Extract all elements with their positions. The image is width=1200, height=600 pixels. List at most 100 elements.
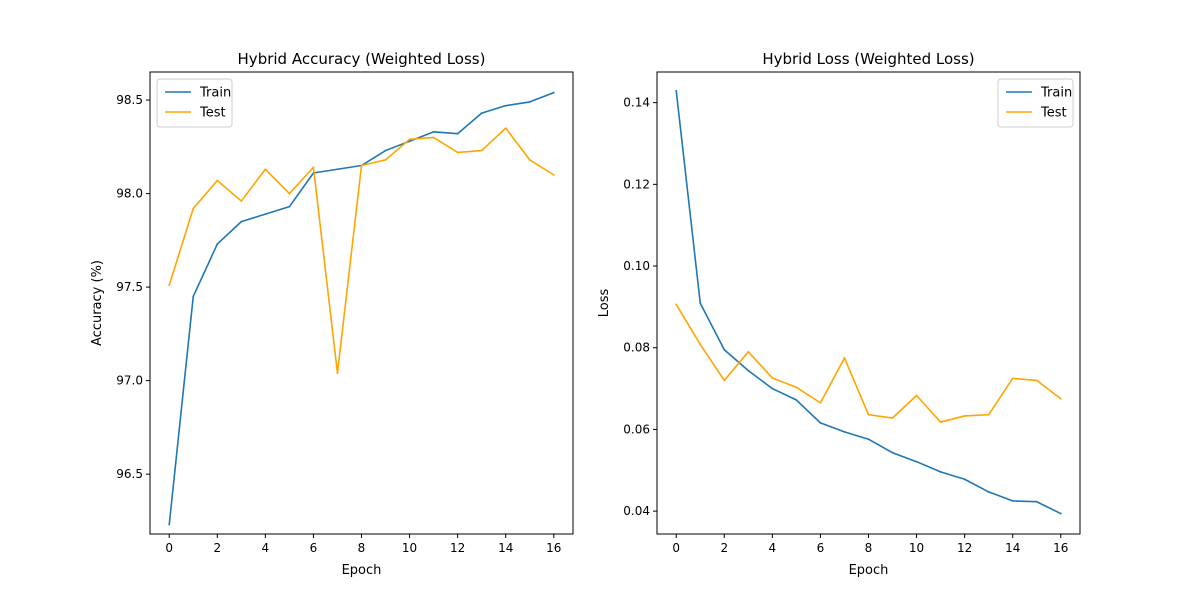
loss-series-train-point — [1011, 500, 1014, 502]
loss-y-tick-label: 0.14 — [623, 96, 650, 110]
accuracy-x-tick-label: 4 — [262, 541, 270, 555]
loss-x-tick-label: 2 — [720, 541, 728, 555]
loss-y-axis-label: Loss — [597, 289, 612, 318]
accuracy-x-tick-label: 2 — [213, 541, 221, 555]
accuracy-series-test-point — [456, 151, 459, 154]
loss-series-train-point — [699, 302, 702, 305]
accuracy-series-test-point — [432, 136, 435, 139]
loss-y-tick-label: 0.10 — [623, 259, 650, 273]
accuracy-x-tick-label: 10 — [402, 541, 417, 555]
accuracy-y-axis-label: Accuracy (%) — [90, 260, 105, 346]
loss-series-test-point — [795, 386, 798, 389]
loss-series-train-point — [891, 451, 894, 454]
accuracy-series-train-point — [168, 523, 171, 526]
loss-series-test-point — [1035, 379, 1038, 382]
loss-series-test-point — [867, 413, 870, 416]
accuracy-series-train-point — [336, 168, 339, 171]
accuracy-series-test-point — [552, 173, 555, 176]
loss-series-train-point — [963, 478, 966, 481]
loss-series-train-point — [939, 471, 942, 473]
accuracy-series-test-point — [216, 179, 219, 182]
loss-series-test-point — [987, 413, 990, 416]
loss-series-train-point — [819, 421, 822, 424]
loss-legend-label-train: Train — [1040, 86, 1072, 101]
accuracy-plot-frame — [149, 71, 574, 535]
accuracy-y-tick-label: 96.5 — [116, 467, 143, 481]
accuracy-x-tick-label: 12 — [450, 541, 465, 555]
loss-series-test-point — [771, 377, 774, 379]
accuracy-series-train-point — [288, 205, 291, 208]
loss-series-test-point — [819, 401, 822, 404]
accuracy-x-tick-label: 16 — [546, 541, 561, 555]
accuracy-chart: Hybrid Accuracy (Weighted Loss) 0 2 4 6 8 10 1… — [90, 50, 574, 578]
loss-series-test-point — [915, 394, 918, 397]
loss-y-tick-label: 0.04 — [623, 504, 650, 518]
accuracy-legend-label-train: Train — [199, 86, 231, 101]
loss-series-test-point — [843, 357, 846, 359]
accuracy-series-test-point — [336, 372, 339, 375]
accuracy-series-train-point — [552, 91, 555, 94]
accuracy-series-test-point — [240, 200, 243, 202]
loss-x-tick-label: 8 — [865, 541, 873, 555]
accuracy-legend: Train Test — [156, 78, 233, 128]
loss-chart-title: Hybrid Loss (Weighted Loss) — [762, 50, 974, 68]
accuracy-series-test-point — [504, 127, 507, 130]
accuracy-legend-box — [156, 78, 233, 128]
accuracy-series-train-point — [528, 101, 531, 103]
accuracy-series-test-point — [408, 138, 411, 141]
accuracy-series-test-point — [168, 284, 171, 287]
accuracy-x-tick-label: 0 — [165, 541, 173, 555]
loss-chart: Hybrid Loss (Weighted Loss) 0 2 4 6 8 10 12 14 1… — [597, 50, 1081, 578]
loss-x-axis-label: Epoch — [849, 563, 889, 578]
accuracy-series-train-point — [504, 104, 507, 107]
loss-legend: Train Test — [997, 78, 1074, 128]
accuracy-series-train-point — [432, 130, 435, 133]
loss-plot-frame — [656, 71, 1081, 535]
loss-y-tick-label: 0.08 — [623, 341, 650, 355]
loss-x-tick-label: 14 — [1005, 541, 1020, 555]
accuracy-y-tick-label: 97.0 — [116, 374, 143, 388]
loss-x-tick-label: 0 — [672, 541, 680, 555]
accuracy-series-train-point — [384, 149, 387, 152]
loss-series-train-point — [987, 491, 990, 493]
loss-legend-box — [997, 78, 1074, 128]
loss-y-tick-label: 0.12 — [623, 177, 650, 191]
accuracy-series-train-point — [240, 220, 243, 223]
loss-series-test-point — [963, 415, 966, 417]
loss-series-test-point — [891, 417, 894, 419]
accuracy-y-tick-label: 97.5 — [116, 280, 143, 294]
accuracy-legend-label-test: Test — [199, 106, 226, 121]
loss-x-tick-label: 10 — [909, 541, 924, 555]
loss-x-tick-label: 16 — [1053, 541, 1068, 555]
accuracy-x-tick-label: 8 — [358, 541, 366, 555]
loss-x-tick-label: 6 — [817, 541, 825, 555]
loss-series-train-point — [867, 438, 870, 441]
loss-legend-label-test: Test — [1040, 106, 1067, 121]
loss-series-train-point — [771, 387, 774, 390]
loss-series-train-point — [675, 89, 678, 92]
accuracy-series-train-point — [216, 243, 219, 245]
loss-series-test-point — [747, 350, 750, 353]
accuracy-series-test-point — [192, 207, 195, 210]
accuracy-series-test-point — [360, 164, 363, 167]
loss-series-train-point — [795, 399, 798, 401]
accuracy-series-train-point — [456, 132, 459, 135]
accuracy-chart-title: Hybrid Accuracy (Weighted Loss) — [238, 50, 486, 68]
loss-series-test-point — [1059, 397, 1062, 400]
accuracy-x-tick-label: 14 — [498, 541, 513, 555]
accuracy-series-test-point — [312, 166, 315, 169]
loss-series-test-point — [939, 421, 942, 423]
accuracy-series-test-point — [264, 168, 267, 171]
loss-series-train-point — [1035, 500, 1038, 503]
loss-x-tick-label: 4 — [769, 541, 777, 555]
loss-series-train-point — [1059, 512, 1062, 515]
loss-series-train-point — [915, 460, 918, 463]
accuracy-series-train-point — [480, 112, 483, 115]
accuracy-series-train-point — [264, 213, 267, 216]
accuracy-series-test-point — [288, 192, 291, 195]
loss-series-train-point — [723, 348, 726, 351]
accuracy-series-test-point — [480, 149, 483, 152]
accuracy-y-tick-label: 98.5 — [116, 93, 143, 107]
accuracy-y-tick-label: 98.0 — [116, 187, 143, 201]
